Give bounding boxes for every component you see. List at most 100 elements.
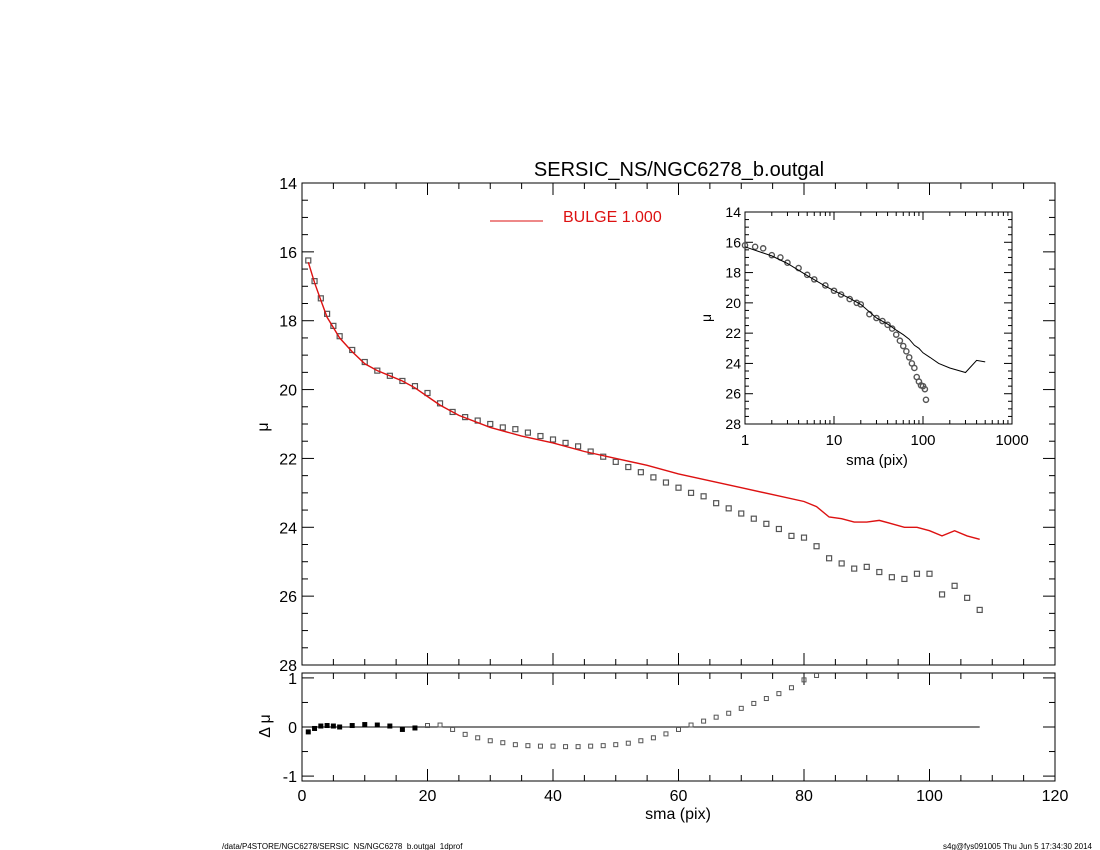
residual-data-marker xyxy=(324,723,330,729)
residual-data-marker xyxy=(525,743,531,749)
residual-x-tick-label: 0 xyxy=(298,788,307,805)
main-data-marker xyxy=(487,420,494,428)
main-data-points xyxy=(305,257,983,614)
residual-x-tick-label: 80 xyxy=(795,788,813,805)
main-data-marker xyxy=(499,424,506,431)
residual-data-marker xyxy=(701,718,707,724)
residual-data-marker xyxy=(801,677,807,683)
inset-data-marker xyxy=(911,364,918,372)
main-data-marker xyxy=(399,377,406,385)
inset-data-marker xyxy=(830,287,838,295)
inset-data-marker xyxy=(857,301,865,308)
residual-data-marker xyxy=(563,744,569,750)
residual-data-marker xyxy=(788,685,794,691)
main-data-marker xyxy=(537,432,544,440)
residual-data-marker xyxy=(487,738,493,744)
residual-data-marker xyxy=(713,714,719,720)
inset-model-line xyxy=(744,246,986,374)
inset-data-marker xyxy=(837,291,845,298)
residual-y-tick-label: 0 xyxy=(288,720,297,737)
main-data-marker xyxy=(687,489,695,496)
footer-file-path: /data/P4STORE/NGC6278/SERSIC_NS/NGC6278_… xyxy=(222,842,463,850)
inset-data-marker xyxy=(803,271,811,279)
inset-data-marker xyxy=(759,245,767,252)
main-data-marker xyxy=(788,532,795,539)
chart-title: SERSIC_NS/NGC6278_b.outgal xyxy=(534,159,824,181)
residual-data-marker xyxy=(330,723,336,729)
residual-data-marker xyxy=(374,722,380,728)
inset-data-marker xyxy=(922,396,930,404)
main-y-tick-label: 26 xyxy=(279,589,297,606)
main-data-marker xyxy=(876,568,883,576)
inset-data-marker xyxy=(896,337,904,345)
main-y-axis-label: μ xyxy=(255,422,272,431)
residual-x-tick-label: 120 xyxy=(1042,788,1069,805)
residual-data-marker xyxy=(362,722,368,728)
main-data-marker xyxy=(938,591,946,598)
main-data-marker xyxy=(424,389,431,397)
inset-y-tick-label: 28 xyxy=(725,416,741,432)
residual-data-marker xyxy=(500,740,506,746)
inset-panel: 14 16 18 20 22 24 26 281 10 100 1000 μ sma (pix) xyxy=(698,204,1029,469)
main-data-marker xyxy=(374,367,381,374)
main-data-marker xyxy=(612,458,619,465)
inset-data-marker xyxy=(846,295,853,303)
main-data-marker xyxy=(675,484,682,491)
residual-data-marker xyxy=(318,723,324,729)
residual-data-marker xyxy=(399,726,405,732)
residual-data-marker xyxy=(600,743,606,749)
residual-data-marker xyxy=(738,705,744,711)
main-y-tick-label: 22 xyxy=(279,451,297,468)
main-data-marker xyxy=(512,426,519,433)
residual-data-marker xyxy=(688,722,694,728)
inset-data-marker xyxy=(903,348,910,355)
inset-data-marker xyxy=(892,331,900,338)
residual-data-marker xyxy=(550,743,556,749)
inset-x-tick-label: 100 xyxy=(910,432,935,449)
main-data-marker xyxy=(386,372,393,379)
residual-data-marker xyxy=(462,731,468,737)
residual-data-marker xyxy=(751,700,757,706)
inset-y-tick-label: 20 xyxy=(725,295,741,311)
residual-data-marker xyxy=(776,691,782,697)
inset-x-tick-label: 10 xyxy=(826,432,843,449)
footer-user-timestamp: s4g@fys091005 Thu Jun 5 17:34:30 2014 xyxy=(943,842,1093,850)
inset-data-marker xyxy=(822,282,829,289)
main-data-marker xyxy=(725,505,732,512)
inset-data-marker xyxy=(810,276,818,283)
main-data-marker xyxy=(851,565,858,572)
residual-x-tick-label: 60 xyxy=(670,788,688,805)
main-y-tick-label: 20 xyxy=(279,383,297,400)
main-data-marker xyxy=(964,594,971,601)
inset-y-tick-label: 24 xyxy=(725,355,741,371)
residual-data-marker xyxy=(663,731,669,737)
main-data-marker xyxy=(813,543,820,550)
residual-data-marker xyxy=(437,722,443,728)
residual-data-points xyxy=(305,672,820,750)
inset-y-tick-label: 18 xyxy=(725,265,741,281)
inset-y-tick-label: 14 xyxy=(725,204,741,220)
residual-data-marker xyxy=(450,726,456,732)
main-data-marker xyxy=(800,534,808,541)
main-data-marker xyxy=(587,448,594,455)
main-data-marker xyxy=(763,520,770,527)
inset-data-marker xyxy=(879,317,886,325)
residual-data-marker xyxy=(537,743,543,749)
inset-data-marker xyxy=(741,242,749,249)
residual-data-marker xyxy=(425,723,430,729)
main-data-marker xyxy=(713,500,720,507)
residual-x-tick-label: 100 xyxy=(916,788,943,805)
main-y-tick-label: 14 xyxy=(279,176,297,193)
main-data-marker xyxy=(913,570,921,577)
residual-data-marker xyxy=(676,726,681,732)
main-axis-ticks: 14 16 18 20 22 24 26 28 xyxy=(279,176,1056,675)
inset-y-axis-label: μ xyxy=(698,314,714,322)
main-data-marker xyxy=(901,575,908,583)
main-data-marker xyxy=(825,555,833,562)
residual-data-marker xyxy=(638,738,644,744)
residual-data-marker xyxy=(625,740,631,746)
main-data-marker xyxy=(976,606,983,614)
main-y-tick-label: 16 xyxy=(279,245,297,262)
